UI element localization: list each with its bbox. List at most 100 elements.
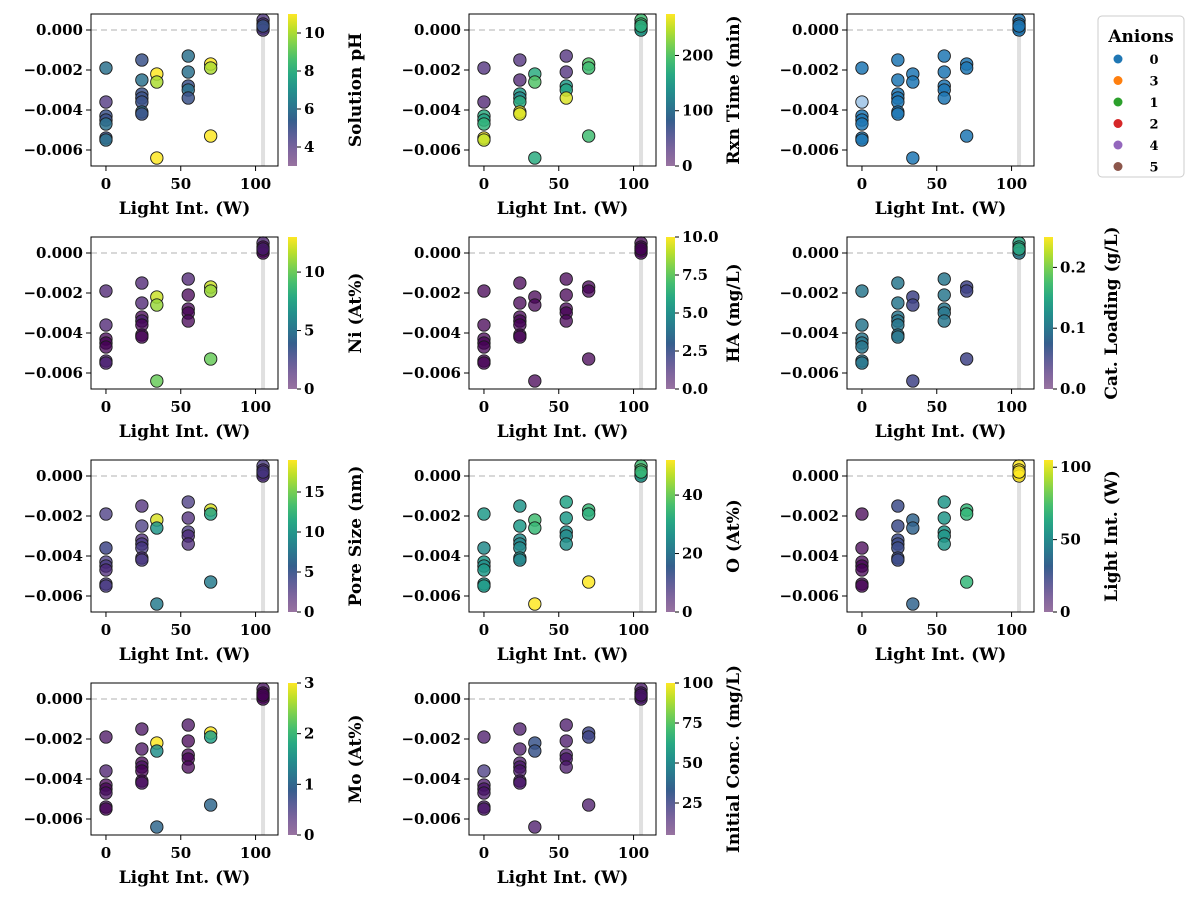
data-point (528, 75, 542, 89)
data-point (256, 465, 270, 479)
colorbar-label: Mo (At%) (346, 714, 366, 803)
y-tick: 0.000 (36, 690, 91, 708)
x-tick: 50 (926, 612, 947, 639)
colorbar-tick: 0.0 (675, 380, 708, 398)
data-point (906, 521, 920, 535)
y-tick-label: −0.002 (401, 284, 461, 302)
x-tick: 50 (926, 389, 947, 416)
x-tick-label: 100 (240, 398, 271, 416)
colorbar-label: Initial Conc. (mg/L) (724, 665, 744, 853)
x-tick: 50 (548, 612, 569, 639)
data-point (99, 284, 113, 298)
legend-marker (1113, 97, 1123, 107)
colorbar-tick: 50 (1053, 531, 1081, 549)
legend-entry: 1 (1113, 96, 1159, 111)
y-tick-label: −0.006 (401, 141, 461, 159)
y-tick-label: −0.002 (401, 730, 461, 748)
colorbar-tick: 8 (297, 62, 314, 80)
y-tick-label: −0.002 (401, 61, 461, 79)
x-tick: 100 (240, 389, 271, 416)
x-tick-label: 0 (101, 175, 111, 193)
highlight-bar (639, 460, 644, 612)
data-point (150, 298, 164, 312)
data-point (528, 151, 542, 165)
colorbar-tick-label: 7.5 (682, 266, 708, 284)
scatter-points (855, 13, 1026, 165)
data-point (960, 352, 974, 366)
x-tick-label: 0 (857, 175, 867, 193)
y-tick-label: 0.000 (792, 244, 839, 262)
x-tick: 100 (996, 166, 1027, 193)
x-tick-label: 100 (996, 398, 1027, 416)
data-point (559, 718, 573, 732)
data-point (855, 318, 869, 332)
data-point (513, 742, 527, 756)
data-point (135, 107, 149, 121)
y-tick: 0.000 (414, 21, 469, 39)
data-point (99, 95, 113, 109)
colorbar-tick-label: 1 (304, 775, 314, 793)
y-tick: −0.006 (779, 364, 847, 382)
colorbar-tick: 4 (297, 138, 314, 156)
colorbar-tick-label: 100 (682, 674, 713, 692)
data-point (513, 776, 527, 790)
x-tick: 0 (479, 835, 489, 862)
data-point (99, 563, 113, 577)
colorbar-tick-label: 4 (304, 138, 314, 156)
y-tick-label: −0.002 (779, 284, 839, 302)
data-point (906, 597, 920, 611)
data-point (559, 734, 573, 748)
colorbar-tick: 0 (675, 157, 692, 175)
data-point (906, 151, 920, 165)
colorbar: 0 5 10 15 Pore Size (nm) (288, 460, 366, 621)
y-tick-label: −0.006 (779, 587, 839, 605)
y-tick-label: 0.000 (414, 690, 461, 708)
data-point (181, 734, 195, 748)
x-tick-label: 50 (170, 621, 191, 639)
colorbar: 4 6 8 10 Solution pH (288, 14, 366, 166)
colorbar-tick: 75 (675, 714, 703, 732)
colorbar-tick-label: 40 (682, 486, 703, 504)
data-point (135, 73, 149, 87)
y-tick: −0.002 (779, 507, 847, 525)
colorbar-tick: 0.1 (1053, 319, 1086, 337)
x-tick-label: 0 (857, 398, 867, 416)
colorbar-label: Pore Size (nm) (346, 466, 366, 607)
data-point (559, 272, 573, 286)
data-point (99, 356, 113, 370)
y-tick: −0.004 (23, 324, 91, 342)
axes-frame (846, 459, 1035, 613)
colorbar-gradient (666, 14, 675, 166)
data-point (99, 117, 113, 131)
x-tick-label: 100 (618, 398, 649, 416)
data-point (559, 511, 573, 525)
colorbar-tick: 0 (1053, 603, 1070, 621)
data-point (634, 465, 648, 479)
data-point (256, 19, 270, 33)
x-tick-label: 50 (926, 621, 947, 639)
x-tick-label: 100 (996, 621, 1027, 639)
data-point (181, 49, 195, 63)
data-point (204, 575, 218, 589)
colorbar-tick: 10 (297, 263, 325, 281)
data-point (477, 563, 491, 577)
colorbar-tick-label: 5 (304, 322, 314, 340)
y-tick-label: −0.002 (779, 61, 839, 79)
y-tick: −0.002 (779, 284, 847, 302)
data-point (528, 597, 542, 611)
data-point (855, 117, 869, 131)
legend-entry: 3 (1113, 75, 1159, 90)
subplot-8: 0 50 100 0.000 −0.002 −0.004 −0.006 Light Int. … (401, 459, 744, 665)
data-point (937, 537, 951, 551)
x-tick-label: 0 (479, 621, 489, 639)
data-point (937, 91, 951, 105)
colorbar-label: O (At%) (724, 499, 744, 573)
data-point (135, 722, 149, 736)
data-point (528, 298, 542, 312)
colorbar-tick: 100 (1053, 458, 1091, 476)
data-point (855, 507, 869, 521)
data-point (891, 107, 905, 121)
subplot-10: 0 50 100 0.000 −0.002 −0.004 −0.006 Light Int. … (23, 674, 366, 888)
data-point (150, 521, 164, 535)
legend: Anions 0 3 1 2 4 5 (1097, 15, 1185, 178)
